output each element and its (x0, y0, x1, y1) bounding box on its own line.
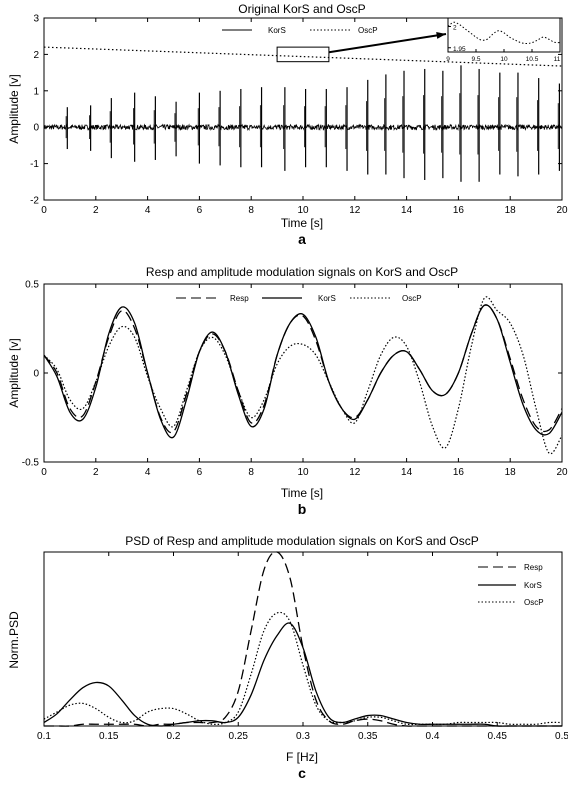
inset-x-tick-label: 9.5 (471, 56, 480, 63)
x-tick-label: 14 (401, 467, 413, 478)
legend-label-resp: Resp (524, 563, 543, 572)
series-line-oscp (43, 611, 563, 726)
y-tick-label: -2 (30, 196, 39, 207)
x-tick-label: 0.4 (426, 731, 440, 742)
panel-c: PSD of Resp and amplitude modulation sig… (7, 534, 568, 781)
x-tick-label: 0.15 (99, 731, 119, 742)
x-tick-label: 18 (505, 467, 517, 478)
x-tick-label: 0.25 (229, 731, 249, 742)
x-tick-label: 10 (297, 205, 309, 216)
series-line-kors (43, 304, 563, 439)
legend-label-kors: KorS (524, 581, 542, 590)
series-line-kors (43, 622, 562, 727)
legend-label-oscp: OscP (358, 26, 378, 35)
panel-b-ylabel: Amplitude [v] (7, 338, 21, 407)
x-tick-label: 2 (93, 205, 99, 216)
panel-b: Resp and amplitude modulation signals on… (7, 265, 568, 517)
y-tick-label: 0 (33, 123, 39, 134)
inset-x-tick-label: 10.5 (526, 56, 539, 63)
panel-c-ticks: 0.1 0.15 0.2 0.25 0.3 0.35 0.4 0.45 0.5 (37, 552, 568, 742)
panel-c-ylabel: Norm.PSD (7, 611, 21, 669)
panel-a-data (43, 32, 563, 182)
x-tick-label: 4 (145, 467, 151, 478)
panel-c-legend: Resp KorS OscP (478, 563, 544, 607)
x-tick-label: 0.3 (296, 731, 310, 742)
y-tick-label: 3 (33, 14, 39, 25)
zoom-box (276, 46, 330, 63)
inset-x-tick-label: 11 (554, 56, 561, 63)
inset-series-oscp (447, 21, 561, 45)
x-tick-label: 0 (41, 467, 47, 478)
panel-b-label: b (298, 501, 307, 517)
panel-c-data (43, 551, 563, 727)
panel-a-legend: KorS OscP (222, 26, 378, 35)
x-tick-label: 4 (145, 205, 151, 216)
x-tick-label: 0.5 (555, 731, 568, 742)
x-tick-label: 8 (248, 205, 254, 216)
y-tick-label: -1 (30, 159, 39, 170)
panel-a: Original KorS and OscP 0 2 4 6 8 10 12 14 16 18 20… (7, 2, 568, 247)
y-tick-label: 0.5 (25, 280, 39, 291)
panel-c-xlabel: F [Hz] (286, 750, 318, 764)
legend-label-oscp: OscP (402, 294, 422, 303)
x-tick-label: 12 (349, 205, 361, 216)
panel-c-label: c (298, 765, 306, 781)
zoom-arrow-head (436, 32, 446, 39)
x-tick-label: 0 (41, 205, 47, 216)
panel-c-title: PSD of Resp and amplitude modulation sig… (125, 534, 479, 548)
legend-label-oscp: OscP (524, 598, 544, 607)
panel-b-xlabel: Time [s] (281, 486, 323, 500)
inset-y-tick-label: 1.95 (453, 46, 466, 53)
legend-label-resp: Resp (230, 294, 249, 303)
inset-x-tick-label: 10 (500, 56, 508, 63)
panel-a-title: Original KorS and OscP (238, 2, 365, 16)
x-tick-label: 2 (93, 467, 99, 478)
x-tick-label: 16 (453, 205, 465, 216)
x-tick-label: 0.1 (37, 731, 51, 742)
panel-b-ticks: 0 2 4 6 8 10 12 14 16 18 20-0.500.5 (22, 280, 568, 479)
panel-a-ylabel: Amplitude [v] (7, 74, 21, 143)
x-tick-label: 10 (297, 467, 309, 478)
panel-b-plot-frame (43, 283, 563, 463)
x-tick-label: 12 (349, 467, 361, 478)
x-tick-label: 20 (556, 205, 568, 216)
x-tick-label: 0.45 (488, 731, 508, 742)
x-tick-label: 6 (197, 205, 203, 216)
legend-label-kors: KorS (318, 294, 336, 303)
panel-a-inset: 9 9.5 10 10.5 11 1.95 2 (446, 17, 561, 63)
panel-b-legend: Resp KorS OscP (176, 294, 422, 303)
x-tick-label: 20 (556, 467, 568, 478)
panel-b-data (43, 296, 563, 455)
y-tick-label: 2 (33, 50, 39, 61)
legend-label-kors: KorS (268, 26, 286, 35)
y-tick-label: 1 (33, 86, 39, 97)
x-tick-label: 6 (197, 467, 203, 478)
inset-y-tick-label: 2 (453, 25, 457, 32)
y-tick-label: -0.5 (22, 458, 40, 469)
x-tick-label: 16 (453, 467, 465, 478)
y-tick-label: 0 (33, 369, 39, 380)
zoom-arrow (328, 33, 447, 54)
inset-x-tick-label: 9 (446, 56, 450, 63)
series-line-kors-baseline (43, 123, 563, 132)
x-tick-label: 0.2 (167, 731, 181, 742)
x-tick-label: 8 (248, 467, 254, 478)
series-line-oscp (43, 296, 563, 455)
inset-frame (447, 17, 561, 53)
panel-b-title: Resp and amplitude modulation signals on… (146, 265, 458, 279)
series-line-resp (43, 304, 563, 434)
panel-a-label: a (298, 231, 306, 247)
x-tick-label: 0.35 (358, 731, 378, 742)
x-tick-label: 14 (401, 205, 413, 216)
panel-a-xlabel: Time [s] (281, 216, 323, 230)
x-tick-label: 18 (505, 205, 517, 216)
